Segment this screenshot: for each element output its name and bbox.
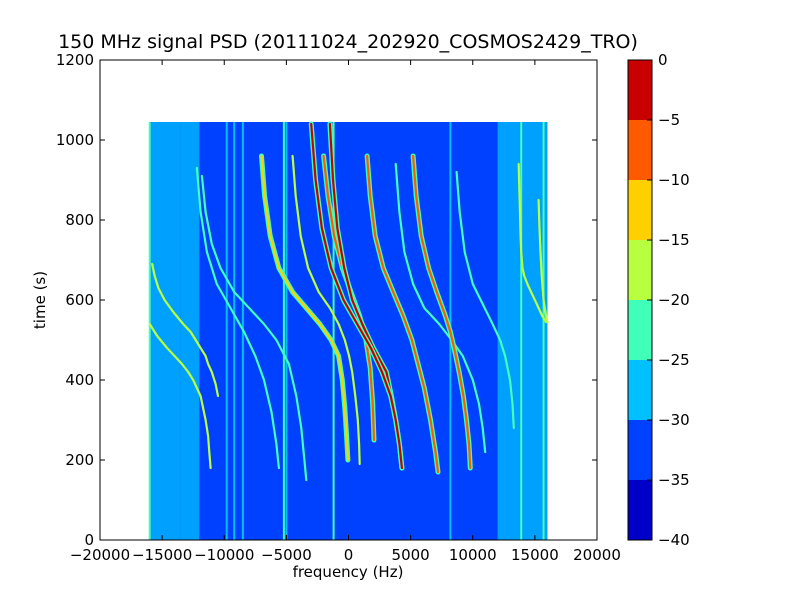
x-tick-label: 0 (344, 546, 354, 564)
signal-trace (412, 154, 472, 470)
y-tick-label: 0 (84, 531, 94, 549)
colorbar: 0 −5 −10 −15 −20 −25 −30 −35 −40 (627, 51, 690, 549)
y-tick-label: 1000 (56, 131, 94, 149)
x-tick-label: −5000 (261, 546, 312, 564)
colorbar-tick-label: 0 (658, 51, 668, 69)
colorbar-tick-label: −15 (658, 231, 690, 249)
x-tick-label: 20000 (573, 546, 621, 564)
x-axis-label: frequency (Hz) (293, 563, 404, 581)
colorbar-bin (628, 240, 652, 300)
signal-trace (291, 154, 361, 466)
chart-title: 150 MHz signal PSD (20111024_202920_COSM… (58, 31, 638, 53)
colorbar-tick-label: −35 (658, 471, 690, 489)
x-tick-label: −10000 (194, 546, 254, 564)
colorbar-tick-label: −5 (658, 111, 680, 129)
y-tick-label: 600 (65, 291, 94, 309)
x-tick-label: 5000 (392, 546, 430, 564)
x-tick-label: 15000 (511, 546, 559, 564)
signal-trace (148, 322, 212, 470)
signal-trace (310, 122, 403, 470)
colorbar-bin (628, 60, 652, 120)
signal-trace (260, 154, 349, 462)
signal-trace (537, 198, 549, 324)
y-tick-label: 400 (65, 371, 94, 389)
colorbar-bin (628, 480, 652, 540)
colorbar-bin (628, 300, 652, 360)
colorbar-tick-label: −40 (658, 531, 690, 549)
colorbar-tick-label: −10 (658, 171, 690, 189)
colorbar-tick-label: −25 (658, 351, 690, 369)
y-tick-label: 200 (65, 451, 94, 469)
x-tick-label: 10000 (449, 546, 497, 564)
signal-trace (151, 262, 220, 398)
heatmap-layer (148, 121, 549, 540)
signal-trace (517, 162, 548, 324)
noise-band (497, 122, 520, 540)
y-axis: 0 200 400 600 800 1000 1200 (56, 51, 597, 549)
signal-trace (195, 166, 280, 470)
colorbar-bin (628, 180, 652, 240)
x-axis: −20000 −15000 −10000 −5000 0 5000 10000 15000 20… (70, 60, 621, 564)
signal-trace (394, 162, 487, 454)
y-tick-label: 1200 (56, 51, 94, 69)
colorbar-tick-label: −30 (658, 411, 690, 429)
y-axis-label: time (s) (31, 271, 49, 329)
signal-trace (366, 154, 440, 474)
x-tick-label: −20000 (70, 546, 130, 564)
colorbar-tick-label: −20 (658, 291, 690, 309)
colorbar-bin (628, 120, 652, 180)
y-tick-label: 800 (65, 211, 94, 229)
colorbar-bin (628, 360, 652, 420)
heatmap-background (149, 122, 548, 540)
signal-trace (455, 170, 515, 430)
signal-trace (200, 174, 308, 482)
colorbar-bin (628, 420, 652, 480)
x-tick-label: −15000 (132, 546, 192, 564)
